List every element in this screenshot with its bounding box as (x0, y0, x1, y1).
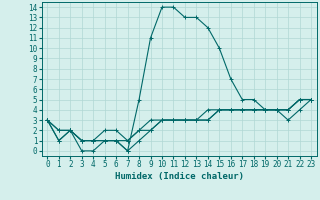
X-axis label: Humidex (Indice chaleur): Humidex (Indice chaleur) (115, 172, 244, 181)
